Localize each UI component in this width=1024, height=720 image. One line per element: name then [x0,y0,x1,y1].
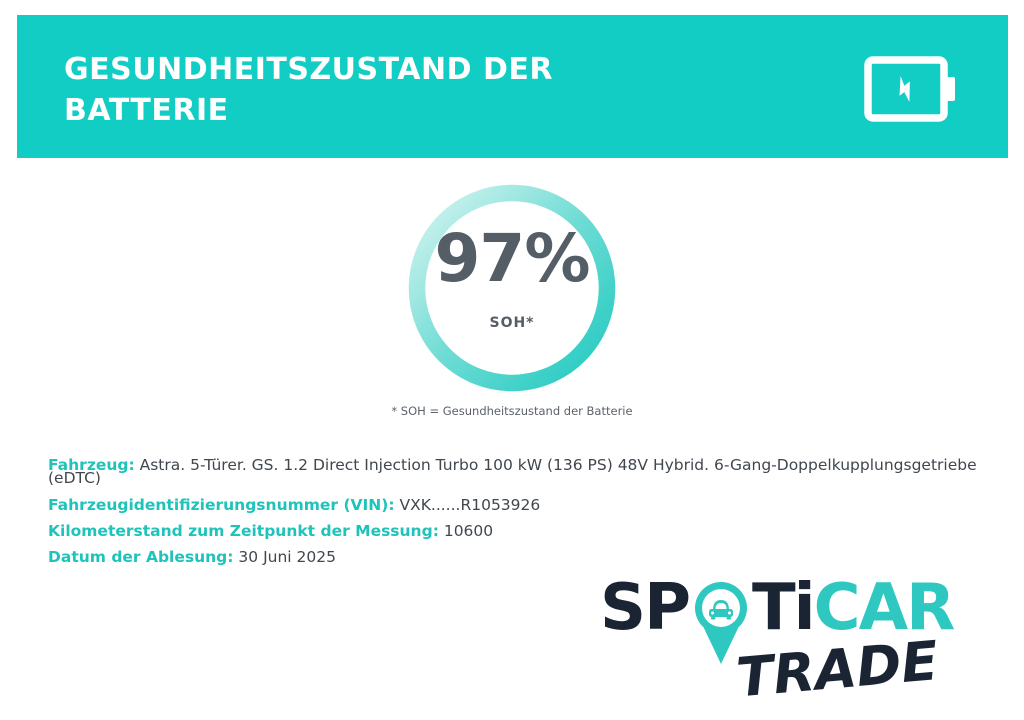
page-title: GESUNDHEITSZUSTAND DER BATTERIE [64,49,553,131]
vehicle-value: Astra. 5-Türer. GS. 1.2 Direct Injection… [48,456,977,487]
logo-part-ti: Ti [752,571,816,645]
soh-gauge: 97% SOH* [406,182,618,394]
spoticar-wordmark: SP TiCAR [600,571,956,670]
vehicle-label: Fahrzeug: [48,456,135,474]
detail-row-mileage: Kilometerstand zum Zeitpunkt der Messung… [48,523,1008,539]
location-pin-car-icon [695,582,747,664]
battery-charging-icon [864,56,955,122]
vin-value: VXK......R1053926 [399,496,541,514]
logo-trade-text: TRADE [734,629,941,710]
spoticar-trade-logo: SP TiCAR TRADE [600,571,1024,715]
gauge-ring [408,184,616,392]
header-banner: GESUNDHEITSZUSTAND DER BATTERIE [17,15,1008,158]
detail-row-vin: Fahrzeugidentifizierungsnummer (VIN): VX… [48,497,1008,513]
car-icon [709,600,733,620]
detail-row-vehicle: Fahrzeug: Astra. 5-Türer. GS. 1.2 Direct… [48,456,1008,487]
logo-part-sp: SP [600,571,691,645]
soh-footnote: * SOH = Gesundheitszustand der Batterie [391,404,633,418]
mileage-label: Kilometerstand zum Zeitpunkt der Messung… [48,522,439,540]
detail-row-reading-date: Datum der Ablesung: 30 Juni 2025 [48,549,1008,565]
reading-date-value: 30 Juni 2025 [238,548,336,566]
page-title-line1: GESUNDHEITSZUSTAND DER [64,52,553,87]
logo-part-car: CAR [813,571,956,645]
vin-label: Fahrzeugidentifizierungsnummer (VIN): [48,496,395,514]
reading-date-label: Datum der Ablesung: [48,548,234,566]
soh-value: 97% [434,220,591,297]
mileage-value: 10600 [443,522,494,540]
soh-label: SOH* [489,315,535,331]
page-title-line2: BATTERIE [64,93,229,128]
lightning-bolt-icon [899,75,910,103]
